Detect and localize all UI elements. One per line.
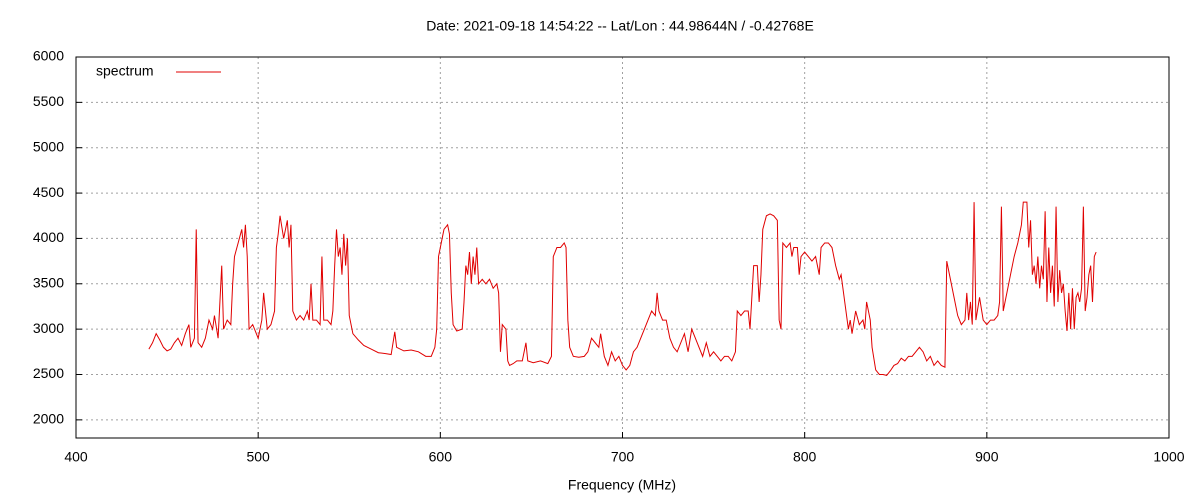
plot-frame	[75, 56, 1170, 439]
chart-title: Date: 2021-09-18 14:54:22 -- Lat/Lon : 4…	[426, 18, 814, 34]
y-tick-label: 4000	[33, 229, 64, 245]
y-tick-label: 5500	[33, 93, 64, 109]
y-tick-label: 2000	[33, 411, 64, 427]
x-tick-label: 700	[611, 449, 635, 465]
y-tick-label: 5000	[33, 138, 64, 154]
x-tick-label: 600	[429, 449, 453, 465]
y-tick-label: 6000	[33, 48, 64, 64]
x-tick-label: 500	[246, 449, 270, 465]
y-tick-label: 3500	[33, 274, 64, 290]
x-tick-label: 400	[64, 449, 88, 465]
spectrum-line	[148, 201, 1097, 376]
y-tick-label: 4500	[33, 184, 64, 200]
y-tick-label: 3000	[33, 320, 64, 336]
x-tick-label: 900	[975, 449, 999, 465]
legend-label: spectrum	[96, 63, 154, 79]
y-tick-label: 2500	[33, 365, 64, 381]
x-axis-label: Frequency (MHz)	[568, 477, 676, 493]
x-tick-label: 800	[793, 449, 817, 465]
x-tick-label: 1000	[1153, 449, 1184, 465]
